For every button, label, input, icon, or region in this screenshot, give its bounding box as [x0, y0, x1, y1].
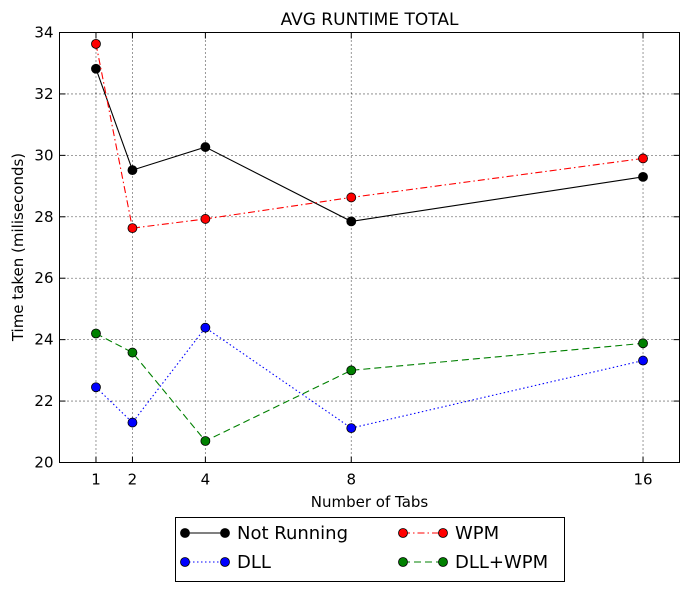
y-axis-label: Time taken (miliseconds) [9, 153, 27, 342]
data-point [127, 417, 138, 428]
legend-marker [180, 528, 190, 538]
data-point [127, 223, 138, 234]
data-point [200, 214, 211, 224]
data-point [127, 347, 138, 358]
chart-title: AVG RUNTIME TOTAL [281, 10, 459, 30]
y-tick-label: 20 [34, 454, 53, 472]
x-tick-label: 16 [633, 471, 652, 489]
data-point [91, 382, 101, 393]
series-line-3 [95, 333, 644, 442]
data-point [91, 38, 101, 49]
legend-label: DLL+WPM [455, 552, 548, 573]
data-point [346, 365, 357, 376]
legend-marker [220, 528, 230, 538]
grid [59, 32, 680, 463]
x-tick-label: 8 [346, 471, 356, 489]
y-tick-label: 30 [34, 146, 53, 164]
y-tick-label: 26 [34, 269, 53, 287]
data-point [91, 63, 101, 74]
legend: Not Running WPM DLL DLL+WPM [175, 517, 565, 582]
legend-marker [398, 528, 408, 538]
series-line-2 [95, 326, 644, 429]
x-axis-label: Number of Tabs [311, 493, 429, 511]
series-line-1 [95, 43, 644, 229]
y-tick-label: 22 [34, 392, 53, 410]
data-point [346, 192, 357, 203]
y-tick-label: 32 [34, 85, 53, 103]
data-point [638, 171, 648, 182]
legend-marker [398, 557, 408, 567]
y-tick-label: 28 [34, 208, 53, 226]
data-point [638, 153, 648, 164]
legend-marker [438, 557, 448, 567]
data-point [91, 328, 101, 339]
data-point [127, 165, 138, 176]
data-point [638, 338, 648, 349]
data-point [638, 355, 648, 366]
data-point [346, 423, 357, 434]
x-tick-label: 2 [128, 471, 138, 489]
legend-label: WPM [455, 523, 499, 544]
data-point [346, 216, 357, 227]
legend-marker [438, 528, 448, 538]
x-tick-label: 1 [91, 471, 101, 489]
legend-label: Not Running [237, 523, 348, 544]
plot-area-frame [59, 32, 680, 463]
legend-frame [175, 517, 565, 582]
data-point [200, 322, 211, 333]
series-line-0 [95, 68, 644, 222]
data-point [200, 436, 211, 446]
legend-marker [220, 557, 230, 567]
y-tick-label: 24 [34, 331, 53, 349]
data-point [200, 142, 211, 152]
legend-marker [180, 557, 190, 567]
y-tick-label: 34 [34, 24, 53, 42]
x-tick-label: 4 [201, 471, 211, 489]
series-layer [91, 38, 648, 446]
legend-label: DLL [237, 552, 271, 573]
